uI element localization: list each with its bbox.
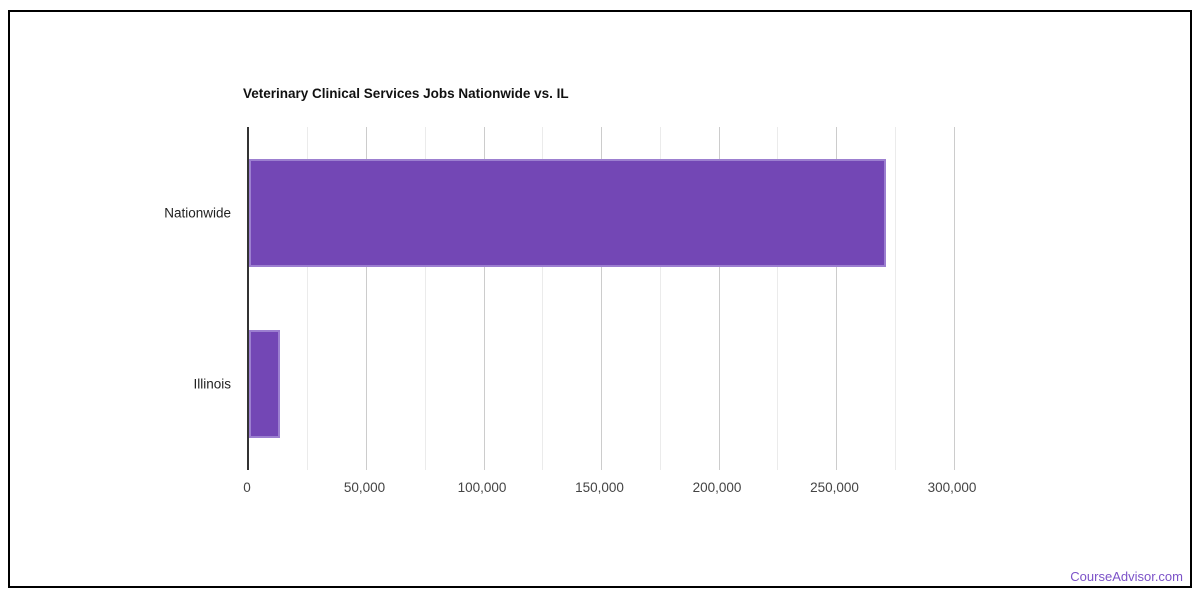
minor-gridline bbox=[894, 127, 896, 470]
x-tick-label: 0 bbox=[243, 480, 251, 495]
category-label-illinois: Illinois bbox=[193, 376, 231, 392]
major-gridline bbox=[718, 127, 720, 470]
minor-gridline bbox=[659, 127, 661, 470]
page-border-frame bbox=[8, 10, 1192, 588]
minor-gridline bbox=[542, 127, 544, 470]
bar-nationwide[interactable] bbox=[249, 158, 886, 267]
minor-gridline bbox=[777, 127, 779, 470]
chart-title: Veterinary Clinical Services Jobs Nation… bbox=[243, 86, 569, 101]
minor-gridline bbox=[307, 127, 309, 470]
bar-illinois[interactable] bbox=[249, 330, 280, 439]
x-tick-label: 300,000 bbox=[927, 480, 977, 495]
major-gridline bbox=[953, 127, 955, 470]
courseadvisor-watermark-link[interactable]: CourseAdvisor.com bbox=[1070, 569, 1183, 584]
major-gridline bbox=[366, 127, 367, 470]
major-gridline bbox=[483, 127, 485, 470]
minor-gridline bbox=[424, 127, 426, 470]
x-tick-label: 150,000 bbox=[575, 480, 624, 495]
x-tick-label: 200,000 bbox=[692, 480, 742, 495]
x-tick-label: 250,000 bbox=[810, 480, 859, 495]
x-tick-label: 50,000 bbox=[343, 480, 386, 495]
x-tick-label: 100,000 bbox=[457, 480, 507, 495]
major-gridline bbox=[836, 127, 837, 470]
plot-area bbox=[247, 127, 955, 470]
category-label-nationwide: Nationwide bbox=[164, 205, 231, 221]
major-gridline bbox=[601, 127, 602, 470]
